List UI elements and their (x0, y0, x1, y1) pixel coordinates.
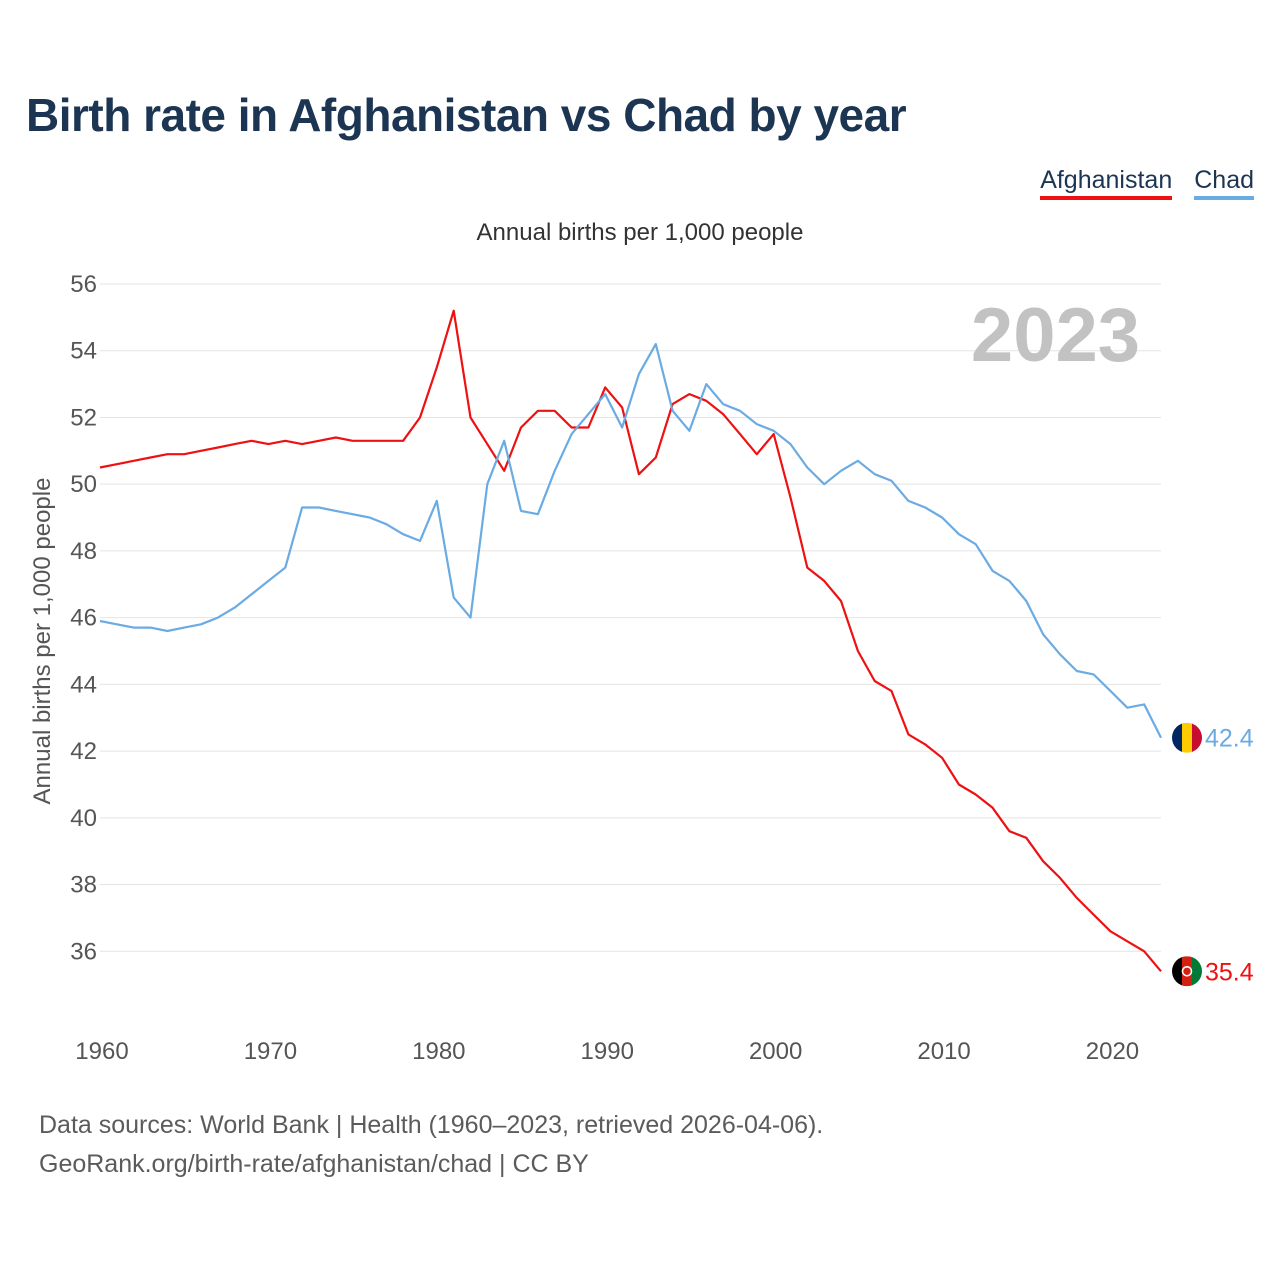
y-tick-label: 54 (70, 338, 97, 365)
x-tick-label: 1970 (244, 1038, 297, 1065)
y-tick-label: 36 (70, 938, 97, 965)
x-tick-label: 1960 (75, 1038, 128, 1065)
sources-line-1: Data sources: World Bank | Health (1960–… (39, 1111, 824, 1139)
legend-item-chad[interactable]: Chad (1194, 166, 1254, 200)
gridlines (100, 283, 1161, 952)
series-line-chad (99, 343, 1162, 739)
y-axis-ticks: 36 38 40 42 44 46 48 50 52 54 56 (70, 271, 97, 965)
y-tick-label: 40 (70, 805, 97, 832)
y-tick-label: 56 (70, 271, 97, 298)
chart-subtitle: Annual births per 1,000 people (477, 219, 804, 246)
y-tick-label: 50 (70, 471, 97, 498)
end-label-chad: 42.4 (1205, 725, 1254, 753)
data-sources: Data sources: World Bank | Health (1960–… (39, 1106, 823, 1184)
y-axis-label: Annual births per 1,000 people (29, 478, 56, 805)
chart-title: Birth rate in Afghanistan vs Chad by yea… (26, 89, 907, 141)
x-tick-label: 1990 (581, 1038, 634, 1065)
flag-icon-afghanistan (1172, 956, 1202, 987)
y-tick-label: 48 (70, 538, 97, 565)
y-tick-label: 46 (70, 605, 97, 632)
y-tick-label: 38 (70, 872, 97, 899)
legend: Afghanistan Chad (1040, 166, 1254, 200)
end-label-afghanistan: 35.4 (1205, 958, 1254, 986)
legend-item-afghanistan[interactable]: Afghanistan (1040, 166, 1173, 200)
x-tick-label: 1980 (412, 1038, 465, 1065)
sources-line-2: GeoRank.org/birth-rate/afghanistan/chad … (39, 1150, 589, 1178)
series-line-afghanistan (99, 309, 1162, 973)
y-tick-label: 52 (70, 404, 97, 431)
year-watermark: 2023 (971, 293, 1140, 378)
x-tick-label: 2000 (749, 1038, 802, 1065)
flag-icon-chad (1172, 722, 1202, 753)
line-chart: 36 38 40 42 44 46 48 50 52 54 56 1960 1970 1980 1990 2… (29, 219, 1254, 1065)
y-tick-label: 42 (70, 738, 97, 765)
x-tick-label: 2010 (917, 1038, 970, 1065)
x-axis-ticks: 1960 1970 1980 1990 2000 2010 2020 (75, 1038, 1139, 1065)
series-lines (99, 309, 1162, 973)
x-tick-label: 2020 (1086, 1038, 1139, 1065)
end-markers: 35.4 42.4 (1172, 722, 1254, 987)
y-tick-label: 44 (70, 671, 97, 698)
